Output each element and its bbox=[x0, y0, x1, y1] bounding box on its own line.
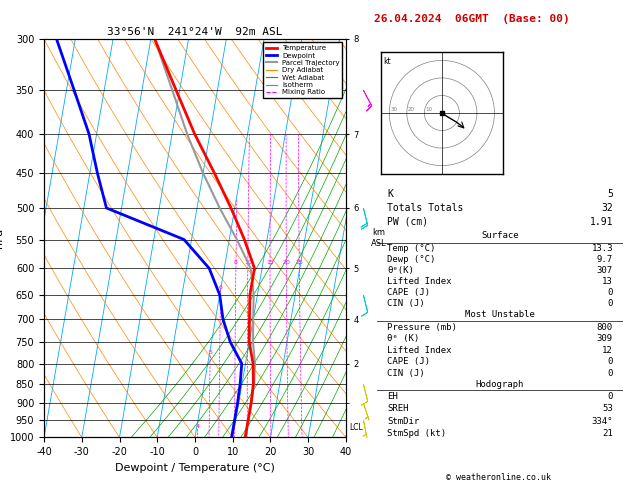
Text: 0: 0 bbox=[608, 392, 613, 401]
X-axis label: Dewpoint / Temperature (°C): Dewpoint / Temperature (°C) bbox=[115, 463, 275, 473]
Text: 30: 30 bbox=[390, 107, 397, 112]
Text: θᵉ (K): θᵉ (K) bbox=[387, 334, 420, 343]
Text: CIN (J): CIN (J) bbox=[387, 369, 425, 378]
Text: LCL: LCL bbox=[349, 423, 363, 432]
Y-axis label: hPa: hPa bbox=[0, 228, 4, 248]
Text: 12: 12 bbox=[602, 346, 613, 355]
Text: Lifted Index: Lifted Index bbox=[387, 277, 452, 286]
Legend: Temperature, Dewpoint, Parcel Trajectory, Dry Adiabat, Wet Adiabat, Isotherm, Mi: Temperature, Dewpoint, Parcel Trajectory… bbox=[264, 42, 342, 98]
Text: Surface: Surface bbox=[481, 231, 519, 240]
Text: 13: 13 bbox=[602, 277, 613, 286]
Text: SREH: SREH bbox=[387, 404, 409, 413]
Text: 4: 4 bbox=[196, 424, 199, 429]
Text: StmSpd (kt): StmSpd (kt) bbox=[387, 429, 447, 438]
Text: 5: 5 bbox=[607, 189, 613, 199]
Text: CIN (J): CIN (J) bbox=[387, 298, 425, 308]
Text: 20: 20 bbox=[408, 107, 415, 112]
Text: 32: 32 bbox=[601, 203, 613, 213]
Title: 33°56'N  241°24'W  92m ASL: 33°56'N 241°24'W 92m ASL bbox=[107, 27, 283, 37]
Text: Most Unstable: Most Unstable bbox=[465, 311, 535, 319]
Text: 21: 21 bbox=[602, 429, 613, 438]
Text: 334°: 334° bbox=[591, 417, 613, 426]
Text: 0: 0 bbox=[608, 288, 613, 296]
Text: 25: 25 bbox=[296, 260, 303, 265]
Text: Totals Totals: Totals Totals bbox=[387, 203, 464, 213]
Text: 0: 0 bbox=[608, 369, 613, 378]
Text: © weatheronline.co.uk: © weatheronline.co.uk bbox=[447, 473, 551, 482]
Text: PW (cm): PW (cm) bbox=[387, 217, 428, 226]
Text: Lifted Index: Lifted Index bbox=[387, 346, 452, 355]
Text: 8: 8 bbox=[234, 260, 238, 265]
Text: 1.91: 1.91 bbox=[589, 217, 613, 226]
Text: 0: 0 bbox=[608, 357, 613, 366]
Text: CAPE (J): CAPE (J) bbox=[387, 357, 430, 366]
Text: θᵉ(K): θᵉ(K) bbox=[387, 266, 414, 275]
Text: 53: 53 bbox=[602, 404, 613, 413]
Text: Temp (°C): Temp (°C) bbox=[387, 244, 436, 253]
Text: 309: 309 bbox=[597, 334, 613, 343]
Text: 15: 15 bbox=[266, 260, 274, 265]
Text: K: K bbox=[387, 189, 393, 199]
Text: EH: EH bbox=[387, 392, 398, 401]
Text: 9.7: 9.7 bbox=[597, 255, 613, 264]
Text: kt: kt bbox=[383, 56, 391, 66]
Text: 6: 6 bbox=[219, 285, 223, 290]
Text: Hodograph: Hodograph bbox=[476, 380, 524, 389]
Text: Dewp (°C): Dewp (°C) bbox=[387, 255, 436, 264]
Text: 10: 10 bbox=[244, 260, 252, 265]
Text: 307: 307 bbox=[597, 266, 613, 275]
Text: 20: 20 bbox=[282, 260, 290, 265]
Text: 0: 0 bbox=[608, 298, 613, 308]
Y-axis label: km
ASL: km ASL bbox=[370, 228, 386, 248]
Text: 13.3: 13.3 bbox=[591, 244, 613, 253]
Text: StmDir: StmDir bbox=[387, 417, 420, 426]
Text: CAPE (J): CAPE (J) bbox=[387, 288, 430, 296]
Text: Pressure (mb): Pressure (mb) bbox=[387, 323, 457, 331]
Text: 26.04.2024  06GMT  (Base: 00): 26.04.2024 06GMT (Base: 00) bbox=[374, 14, 570, 24]
Text: 5: 5 bbox=[208, 350, 212, 355]
Text: 800: 800 bbox=[597, 323, 613, 331]
Text: 10: 10 bbox=[425, 107, 432, 112]
